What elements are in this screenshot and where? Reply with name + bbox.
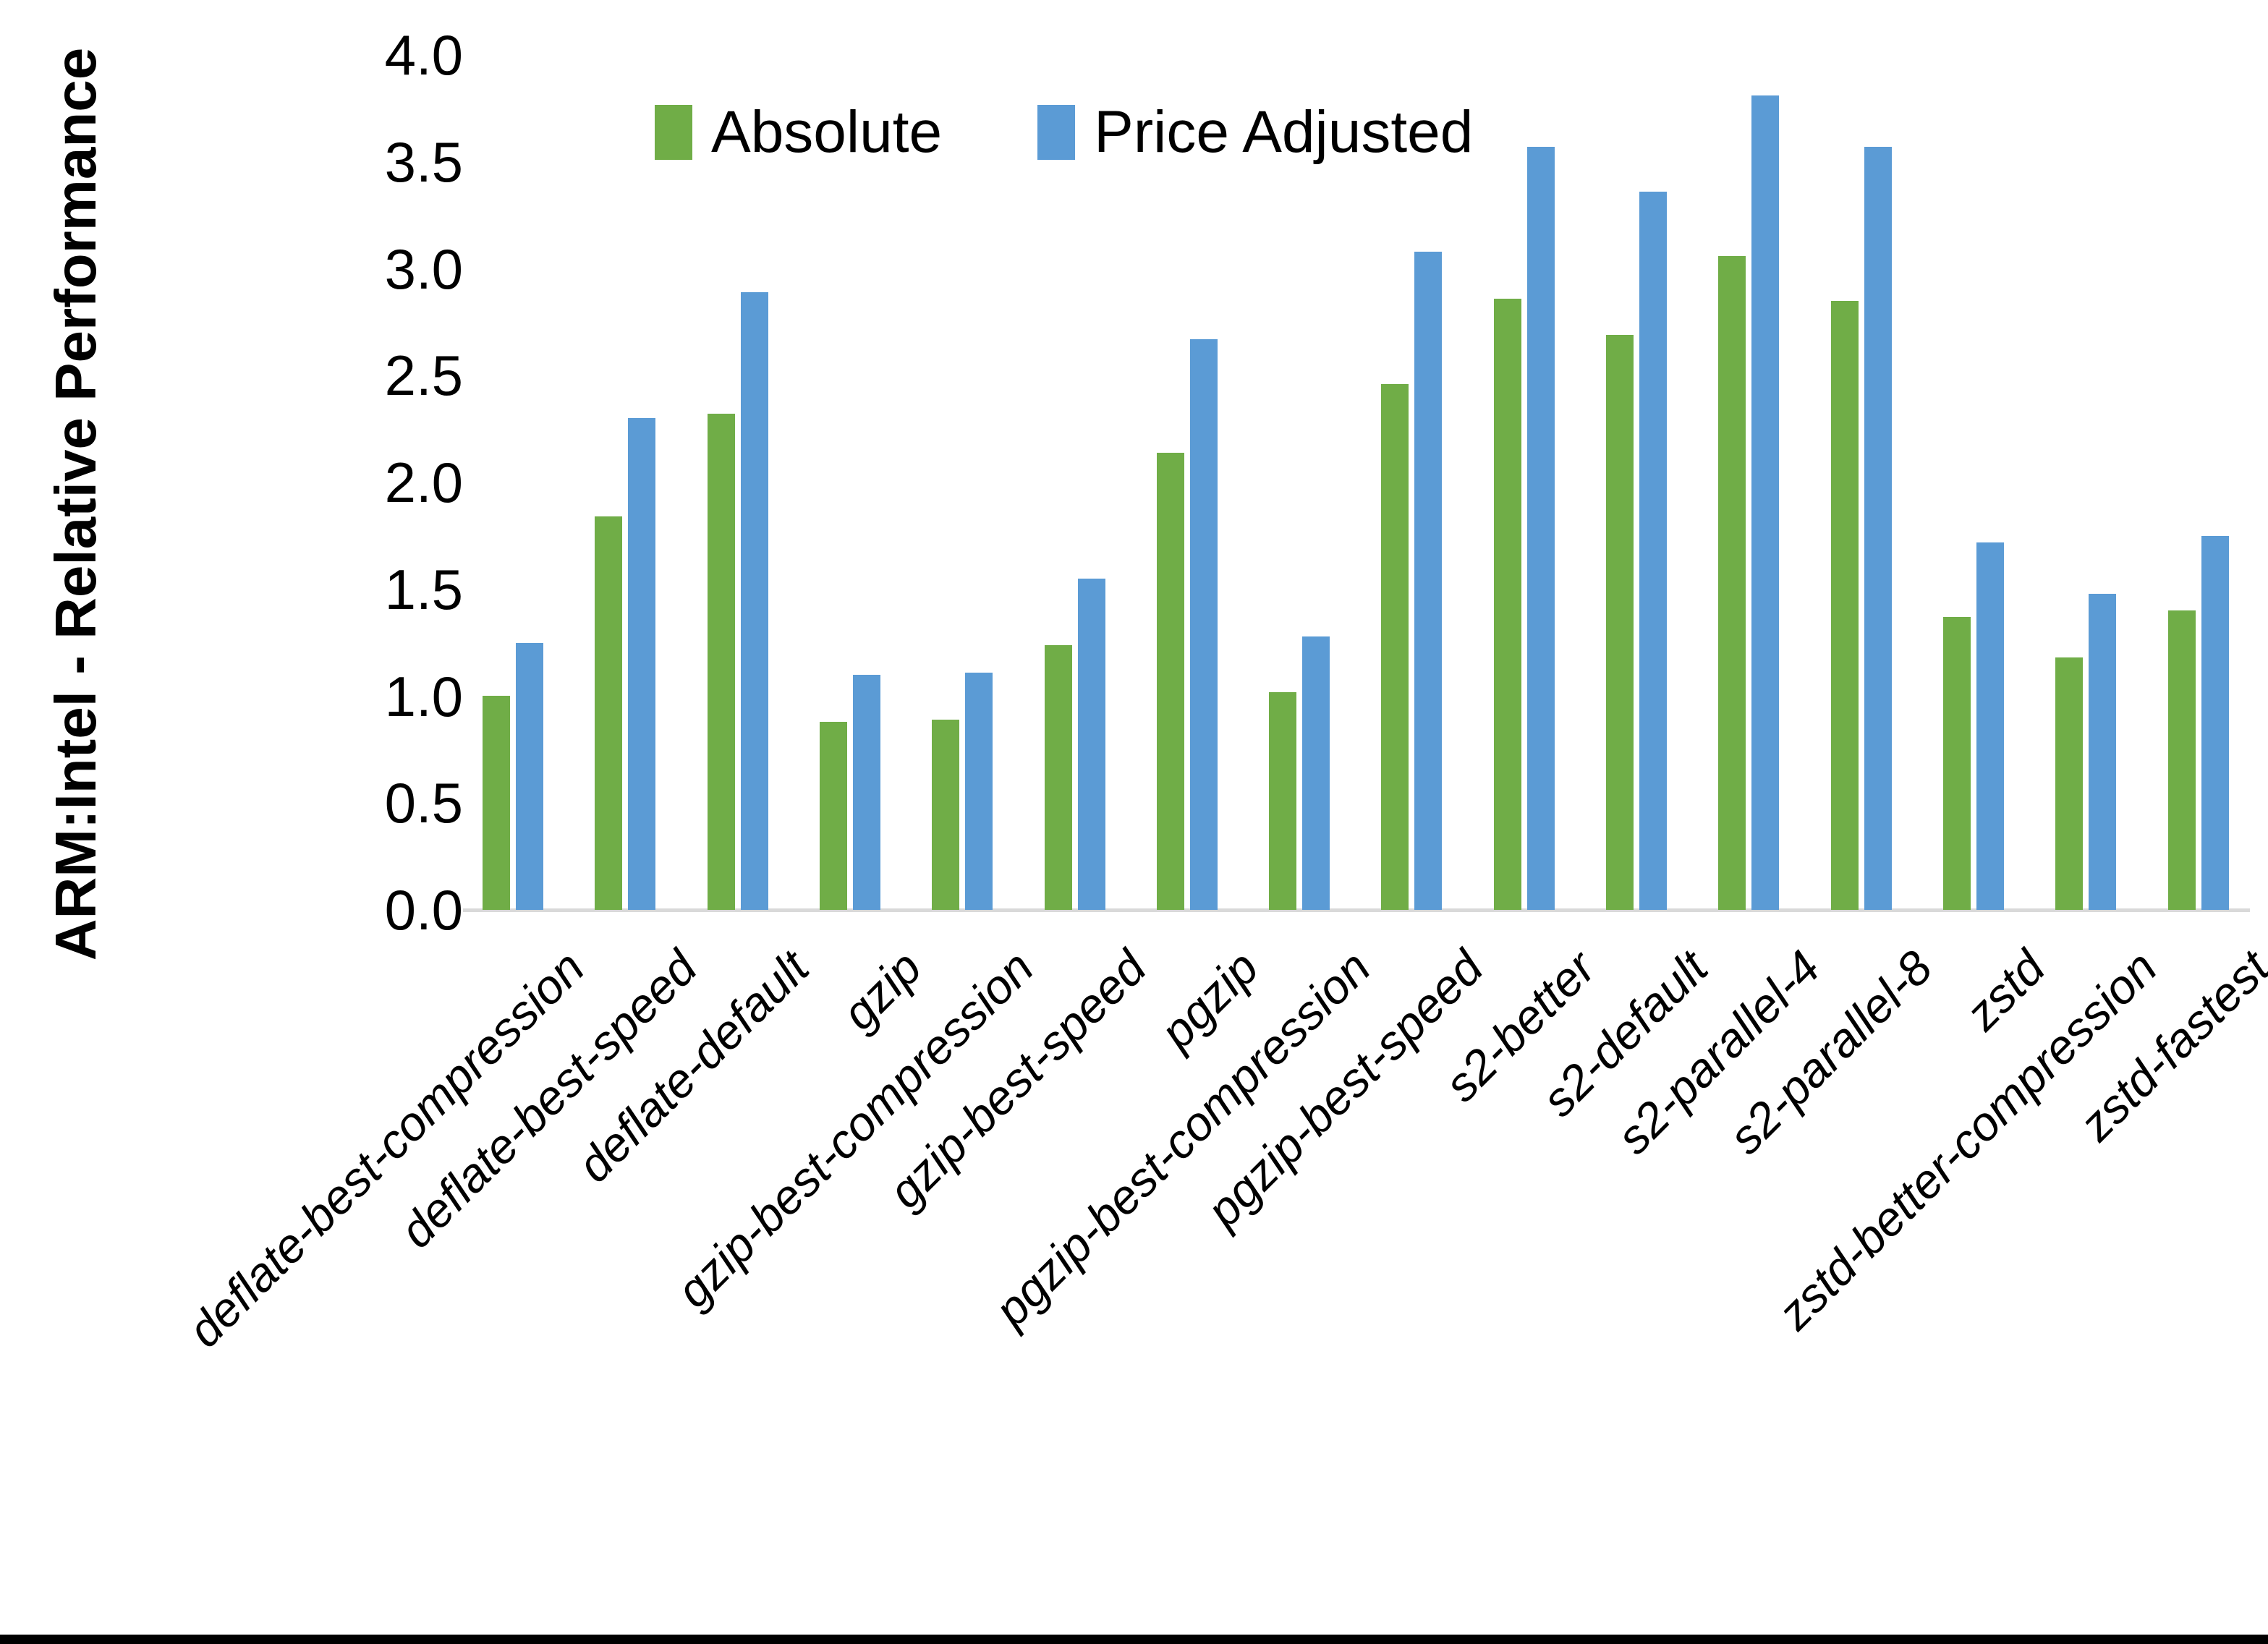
legend-label-price-adjusted: Price Adjusted: [1094, 99, 1474, 165]
bar-absolute-s2-better: [1494, 299, 1521, 910]
legend-swatch-absolute: [655, 105, 692, 160]
bar-price-adjusted-zstd-better-compression: [2089, 594, 2116, 910]
y-tick-label: 2.0: [384, 451, 463, 514]
y-tick-label: 1.0: [384, 664, 463, 728]
legend: Absolute Price Adjusted: [655, 93, 1473, 172]
bar-absolute-deflate-default: [708, 414, 735, 910]
bar-absolute-zstd-better-compression: [2055, 657, 2083, 910]
bar-absolute-deflate-best-compression: [483, 696, 510, 910]
legend-label-absolute: Absolute: [711, 99, 943, 165]
bar-price-adjusted-gzip: [853, 675, 880, 910]
bar-absolute-s2-parallel-8: [1831, 301, 1859, 910]
y-tick-label: 3.5: [384, 129, 463, 194]
bar-absolute-zstd: [1943, 617, 1971, 910]
bar-absolute-pgzip-best-speed: [1381, 384, 1409, 910]
y-axis-title: ARM:Intel - Relative Performance: [43, 47, 108, 961]
bar-price-adjusted-s2-parallel-8: [1864, 147, 1892, 910]
bar-absolute-pgzip-best-compression: [1269, 692, 1296, 910]
bar-price-adjusted-s2-parallel-4: [1751, 95, 1779, 910]
y-tick-label: 0.5: [384, 771, 463, 835]
bar-price-adjusted-s2-default: [1639, 192, 1667, 910]
y-tick-label: 4.0: [384, 23, 463, 87]
bar-absolute-s2-default: [1606, 335, 1634, 910]
bar-price-adjusted-deflate-best-speed: [628, 418, 655, 910]
bar-price-adjusted-deflate-best-compression: [516, 643, 543, 910]
bar-absolute-gzip-best-speed: [1045, 645, 1072, 910]
y-tick-label: 0.0: [384, 878, 463, 942]
bar-price-adjusted-deflate-default: [741, 292, 768, 910]
y-tick-label: 2.5: [384, 344, 463, 408]
bar-price-adjusted-zstd: [1976, 542, 2004, 910]
window-bottom-border: [0, 1635, 2268, 1644]
bar-absolute-gzip: [820, 722, 847, 910]
bar-absolute-pgzip: [1157, 453, 1184, 910]
x-axis-line: [463, 908, 2250, 912]
bar-price-adjusted-pgzip-best-compression: [1302, 636, 1330, 910]
bar-price-adjusted-gzip-best-speed: [1078, 579, 1105, 910]
bar-price-adjusted-pgzip-best-speed: [1414, 252, 1442, 910]
bar-price-adjusted-s2-better: [1527, 147, 1555, 910]
bar-price-adjusted-zstd-fastest: [2201, 536, 2229, 910]
legend-item-price-adjusted: Price Adjusted: [1037, 93, 1473, 172]
legend-swatch-price-adjusted: [1037, 105, 1076, 160]
bar-price-adjusted-gzip-best-compression: [965, 673, 993, 910]
y-tick-label: 1.5: [384, 557, 463, 621]
bar-absolute-zstd-fastest: [2168, 610, 2196, 910]
bar-absolute-s2-parallel-4: [1718, 256, 1746, 910]
bar-absolute-deflate-best-speed: [595, 516, 622, 910]
bar-price-adjusted-pgzip: [1190, 339, 1218, 910]
y-tick-label: 3.0: [384, 237, 463, 301]
bar-absolute-gzip-best-compression: [932, 720, 959, 910]
legend-item-absolute: Absolute: [655, 93, 942, 172]
